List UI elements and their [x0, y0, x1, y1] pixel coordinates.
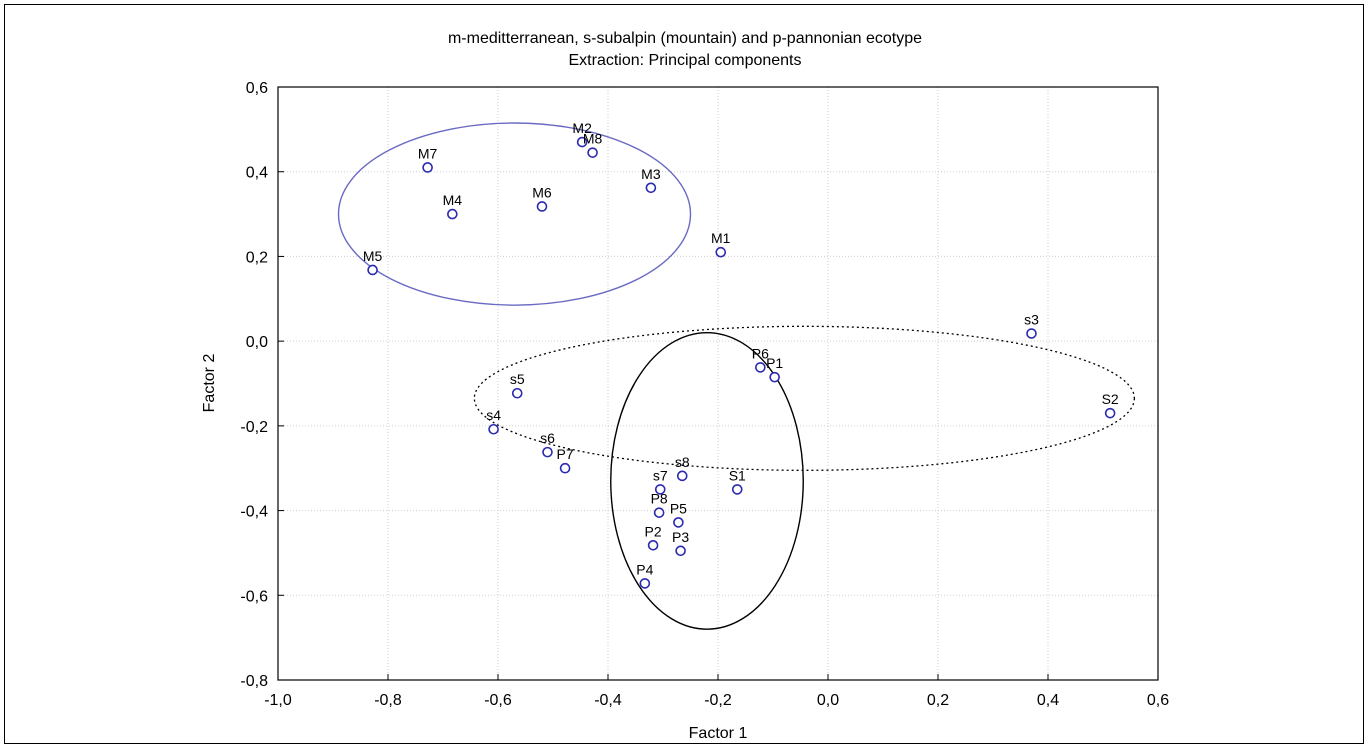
x-tick-label: -0,2 [704, 692, 732, 709]
point-label-m4: M4 [443, 192, 463, 208]
point-label-p2: P2 [645, 523, 662, 539]
ellipse-mediterranean [337, 122, 692, 306]
point-label-s4: s4 [486, 407, 501, 423]
point-label-p7: P7 [557, 446, 574, 462]
point-s3 [1026, 328, 1037, 339]
point-label-s8: s8 [675, 454, 690, 470]
figure-frame [4, 4, 1364, 744]
point-label-s1: S1 [729, 467, 746, 483]
point-label-p8: P8 [651, 491, 668, 507]
point-label-m1: M1 [711, 230, 731, 246]
point-p8 [653, 507, 665, 518]
point-label-m2: M2 [572, 120, 592, 136]
point-m2 [576, 136, 588, 148]
point-p7 [559, 462, 571, 474]
y-tick-label: -0,4 [240, 504, 268, 521]
point-m5 [367, 264, 378, 276]
point-label-p3: P3 [672, 529, 689, 545]
x-tick-label: 0,4 [1037, 692, 1059, 709]
x-tick-label: -0,6 [484, 692, 512, 709]
point-label-s6: s6 [540, 430, 555, 446]
point-label-m8: M8 [583, 131, 603, 147]
point-label-s2: S2 [1102, 391, 1119, 407]
point-label-s7: s7 [653, 467, 668, 483]
point-label-m6: M6 [532, 184, 552, 200]
point-s5 [511, 387, 523, 399]
x-axis-label: Factor 1 [689, 725, 748, 742]
point-label-s5: s5 [510, 371, 525, 387]
y-tick-label: 0,2 [246, 249, 268, 266]
x-tick-label: 0,6 [1147, 692, 1169, 709]
point-s1 [731, 484, 743, 495]
axes: -1,0 -0,8 -0,6 -0,4 -0,2 0,0 0,2 0,4 0,6 -0,8 -0,6… [240, 80, 1169, 709]
y-tick-label: -0,8 [240, 673, 268, 690]
point-m4 [447, 208, 458, 220]
x-tick-label: -0,8 [374, 692, 402, 709]
ellipse-subalpine [473, 325, 1135, 471]
point-s2 [1104, 407, 1116, 419]
x-tick-label: -1,0 [264, 692, 292, 709]
point-m7 [422, 162, 433, 173]
x-tick-label: 0,0 [817, 692, 839, 709]
point-label-m3: M3 [641, 166, 661, 182]
point-m1 [715, 246, 727, 258]
y-tick-label: -0,6 [240, 588, 268, 605]
point-p1 [769, 371, 780, 383]
group-ellipses [337, 122, 1135, 630]
point-s4 [488, 423, 499, 435]
point-label-p1: P1 [766, 355, 783, 371]
point-p3 [675, 545, 686, 557]
point-label-m7: M7 [418, 145, 438, 161]
chart-title: m-meditterranean, s-subalpin (mountain) … [447, 30, 923, 47]
point-p4 [639, 578, 651, 589]
y-tick-label: 0,4 [246, 165, 268, 182]
point-label-p4: P4 [636, 561, 653, 577]
point-p6 [755, 362, 766, 373]
point-m8 [587, 147, 598, 158]
point-p2 [647, 540, 659, 551]
point-m3 [645, 182, 657, 194]
grid-lines [278, 87, 1158, 680]
point-s6 [542, 446, 553, 458]
y-tick-label: 0,6 [246, 80, 268, 97]
point-s7 [654, 484, 666, 495]
y-tick-label: -0,2 [240, 419, 268, 436]
point-label-p5: P5 [670, 500, 687, 516]
point-s8 [676, 470, 688, 482]
point-label-m5: M5 [363, 248, 383, 264]
point-m6 [536, 201, 548, 212]
y-tick-label: 0,0 [246, 334, 268, 351]
chart-subtitle: Extraction: Principal components [568, 52, 802, 69]
point-label-s3: s3 [1024, 312, 1039, 328]
point-p5 [673, 517, 684, 528]
ellipse-pannonian [610, 331, 804, 630]
x-tick-label: 0,2 [927, 692, 949, 709]
point-label-p6: P6 [752, 345, 769, 361]
x-tick-label: -0,4 [594, 692, 622, 709]
y-axis-label: Factor 2 [201, 354, 218, 413]
